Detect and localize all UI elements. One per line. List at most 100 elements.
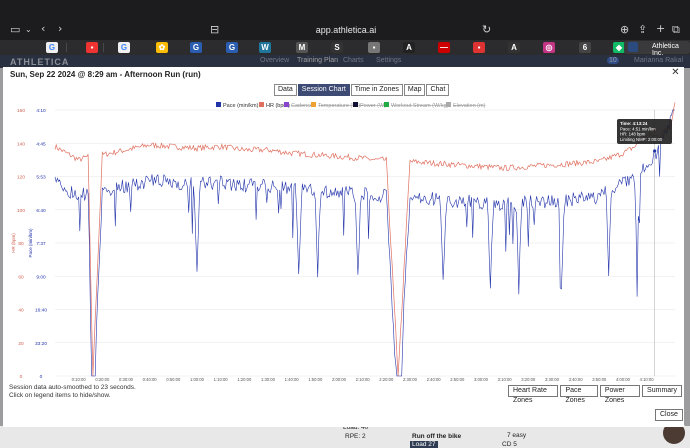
favicon-tab-google[interactable]: G [118,42,130,53]
heart-rate-zones-button[interactable]: Heart Rate Zones [508,385,559,404]
back-icon[interactable]: ‹ [41,22,46,35]
bg-load-label: Load: 40 [343,424,369,431]
favicon-tab-instagram[interactable]: ◎ [543,42,555,53]
pace-tick-label: 4:45 [36,141,46,147]
x-tick-label: 1:30:00 [261,377,276,382]
favicon-tab-red[interactable]: — [438,42,450,53]
zone-buttons: Heart Rate Zones Pace Zones Power Zones … [508,385,684,404]
x-tick-label: 3:50:00 [592,377,607,382]
nav-overview[interactable]: Overview [260,57,290,64]
favicon-tab-m[interactable]: M [296,42,308,53]
x-tick-label: 2:20:00 [379,377,394,382]
favicon-tab-wordpress[interactable]: W [259,42,271,53]
active-tab[interactable]: Athletica Inc. [624,41,690,57]
address-bar[interactable]: app.athletica.ai [315,25,377,35]
tooltip-line: Pace: 4:51 min/km [620,126,656,131]
favicon-tab-6[interactable]: 6 [579,42,591,53]
tab-time-in-zones[interactable]: Time in Zones [350,84,403,96]
view-tabs: Data Session Chart Time in Zones Map Cha… [274,84,450,96]
hr-tick-label: 160 [17,108,25,114]
x-tick-label: 4:00:00 [616,377,631,382]
x-tick-label: 2:00:00 [332,377,347,382]
close-button[interactable]: Close [655,409,683,421]
legend-swatch [284,102,289,107]
favicon-tab-g[interactable]: G [190,42,202,53]
hr-axis: 160 140 120 100 80 60 40 20 0 HR (bpm) [11,108,25,380]
legend-swatch [353,102,358,107]
download-icon[interactable]: ⊕ [620,23,630,36]
active-tab-label: Athletica Inc. [652,43,679,57]
chart-series [54,102,676,377]
close-icon[interactable]: ✕ [671,67,680,78]
favicon-tab-google[interactable]: G [46,42,58,53]
legend-item[interactable]: HR (bpm) [266,103,290,109]
tab-data[interactable]: Data [274,84,297,96]
legend-item[interactable]: Power (W) [360,103,386,109]
site-nav: ATHLETICA Overview Training Plan Charts … [0,55,690,68]
tab-map[interactable]: Map [403,84,426,96]
favicon-tab-blue[interactable]: ◆ [613,42,625,53]
legend-swatch [259,102,264,107]
new-tab-icon[interactable]: + [656,22,666,35]
tab-session-chart[interactable]: Session Chart [297,84,350,96]
hr-tick-label: 0 [20,374,23,380]
bg-easy-label: 7 easy [507,432,527,439]
nav-charts[interactable]: Charts [343,57,364,64]
share-icon[interactable]: ⇪ [638,23,648,36]
favicon-tab-a[interactable]: A [403,42,415,53]
legend-swatch [446,102,451,107]
reload-icon[interactable]: ↻ [482,23,492,36]
hr-axis-title: HR (bpm) [11,233,16,253]
hr-tick-label: 120 [17,175,25,181]
x-tick-label: 3:30:00 [545,377,560,382]
legend-item[interactable]: Temperature (°C) [318,103,360,109]
bg-workout-title[interactable]: Run off the bike [412,433,462,440]
browser-toolbar: ▭ ⌄ ‹ › ⊟ app.athletica.ai ↻ ⊕ ⇪ + ⧉ [0,0,690,40]
pace-tick-label: 7:37 [36,241,46,247]
x-tick-label: 3:20:00 [521,377,536,382]
tabs-grid-icon[interactable]: ⧉ [672,23,680,36]
favicon-tab-photos[interactable]: ✿ [156,42,168,53]
favicon-tab-a[interactable]: A [508,42,520,53]
tab-bar: G ▪ G ✿ G G W M S ▪ A — ▪ A ◎ 6 ◆ Athlet… [0,40,690,57]
hr-line [54,102,676,377]
sidebar-toggle-icon[interactable]: ▭ [10,23,21,36]
bg-cd-label: CD 5 [502,441,517,448]
notification-badge[interactable]: 10 [607,57,619,64]
nav-settings[interactable]: Settings [376,57,402,64]
favicon-tab-g[interactable]: G [226,42,238,53]
power-zones-button[interactable]: Power Zones [599,385,641,404]
legend-item[interactable]: Workout Stream (W/kg) [391,103,449,109]
x-axis: 0:10:00 0:20:00 0:30:00 0:40:00 0:50:00 1:00:… [72,377,655,382]
x-tick-label: 0:20:00 [95,377,110,382]
legend-swatch [384,102,389,107]
nav-training-plan[interactable]: Training Plan [297,57,338,64]
x-tick-label: 1:00:00 [190,377,205,382]
x-tick-label: 0:40:00 [143,377,158,382]
athletica-logo[interactable]: ATHLETICA [10,57,70,67]
bg-rpe-label: RPE: 2 [345,433,366,440]
pace-tick-label: 0 [40,374,43,380]
favicon-tab-s[interactable]: S [331,42,343,53]
legend-item[interactable]: Pace (min/km) [223,103,259,109]
x-tick-label: 3:10:00 [498,377,513,382]
favicon-tab-app[interactable]: ▪ [86,42,98,53]
legend-item[interactable]: Elevation (m) [453,103,486,109]
favicon-tab-red[interactable]: ▪ [473,42,485,53]
pace-marker [653,149,657,153]
forward-icon[interactable]: › [58,22,63,35]
pace-zones-button[interactable]: Pace Zones [560,385,598,404]
x-tick-label: 1:50:00 [308,377,323,382]
x-tick-label: 3:40:00 [569,377,584,382]
chevron-down-icon[interactable]: ⌄ [25,25,32,34]
user-name[interactable]: Marianna Rakal [634,57,684,64]
favicon-tab-gray[interactable]: ▪ [368,42,380,53]
tab-chat[interactable]: Chat [426,84,450,96]
pace-tick-label: 33:20 [35,341,47,347]
athletica-icon [628,42,638,52]
session-chart[interactable]: Pace (min/km) HR (bpm) Cadence Temperature … [3,98,684,382]
tab-overview-icon[interactable]: ⊟ [210,23,220,36]
summary-button[interactable]: Summary [642,385,682,397]
legend-item[interactable]: Cadence [291,103,313,109]
